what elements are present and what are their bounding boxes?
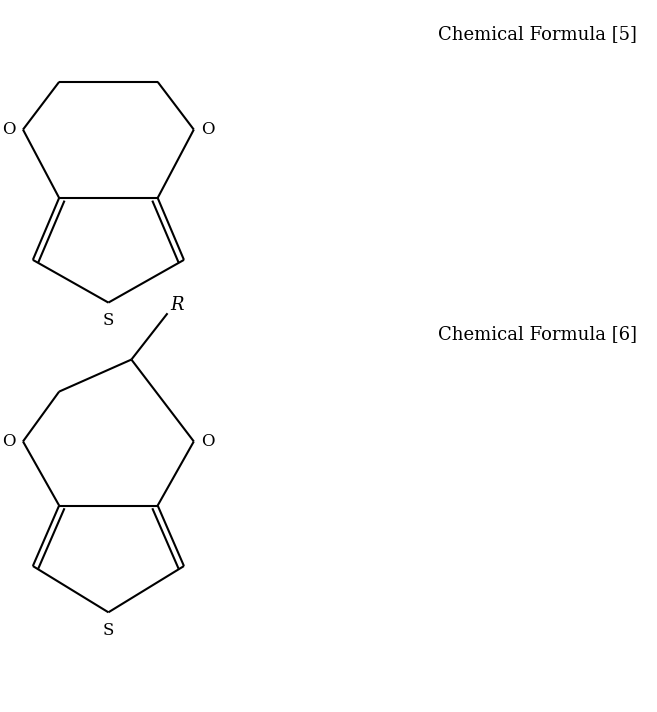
Text: O: O	[2, 121, 15, 138]
Text: O: O	[202, 433, 215, 450]
Text: S: S	[102, 312, 114, 329]
Text: R: R	[171, 295, 184, 314]
Text: S: S	[102, 622, 114, 639]
Text: O: O	[202, 121, 215, 138]
Text: Chemical Formula [6]: Chemical Formula [6]	[438, 325, 637, 343]
Text: Chemical Formula [5]: Chemical Formula [5]	[438, 25, 637, 43]
Text: O: O	[2, 433, 15, 450]
